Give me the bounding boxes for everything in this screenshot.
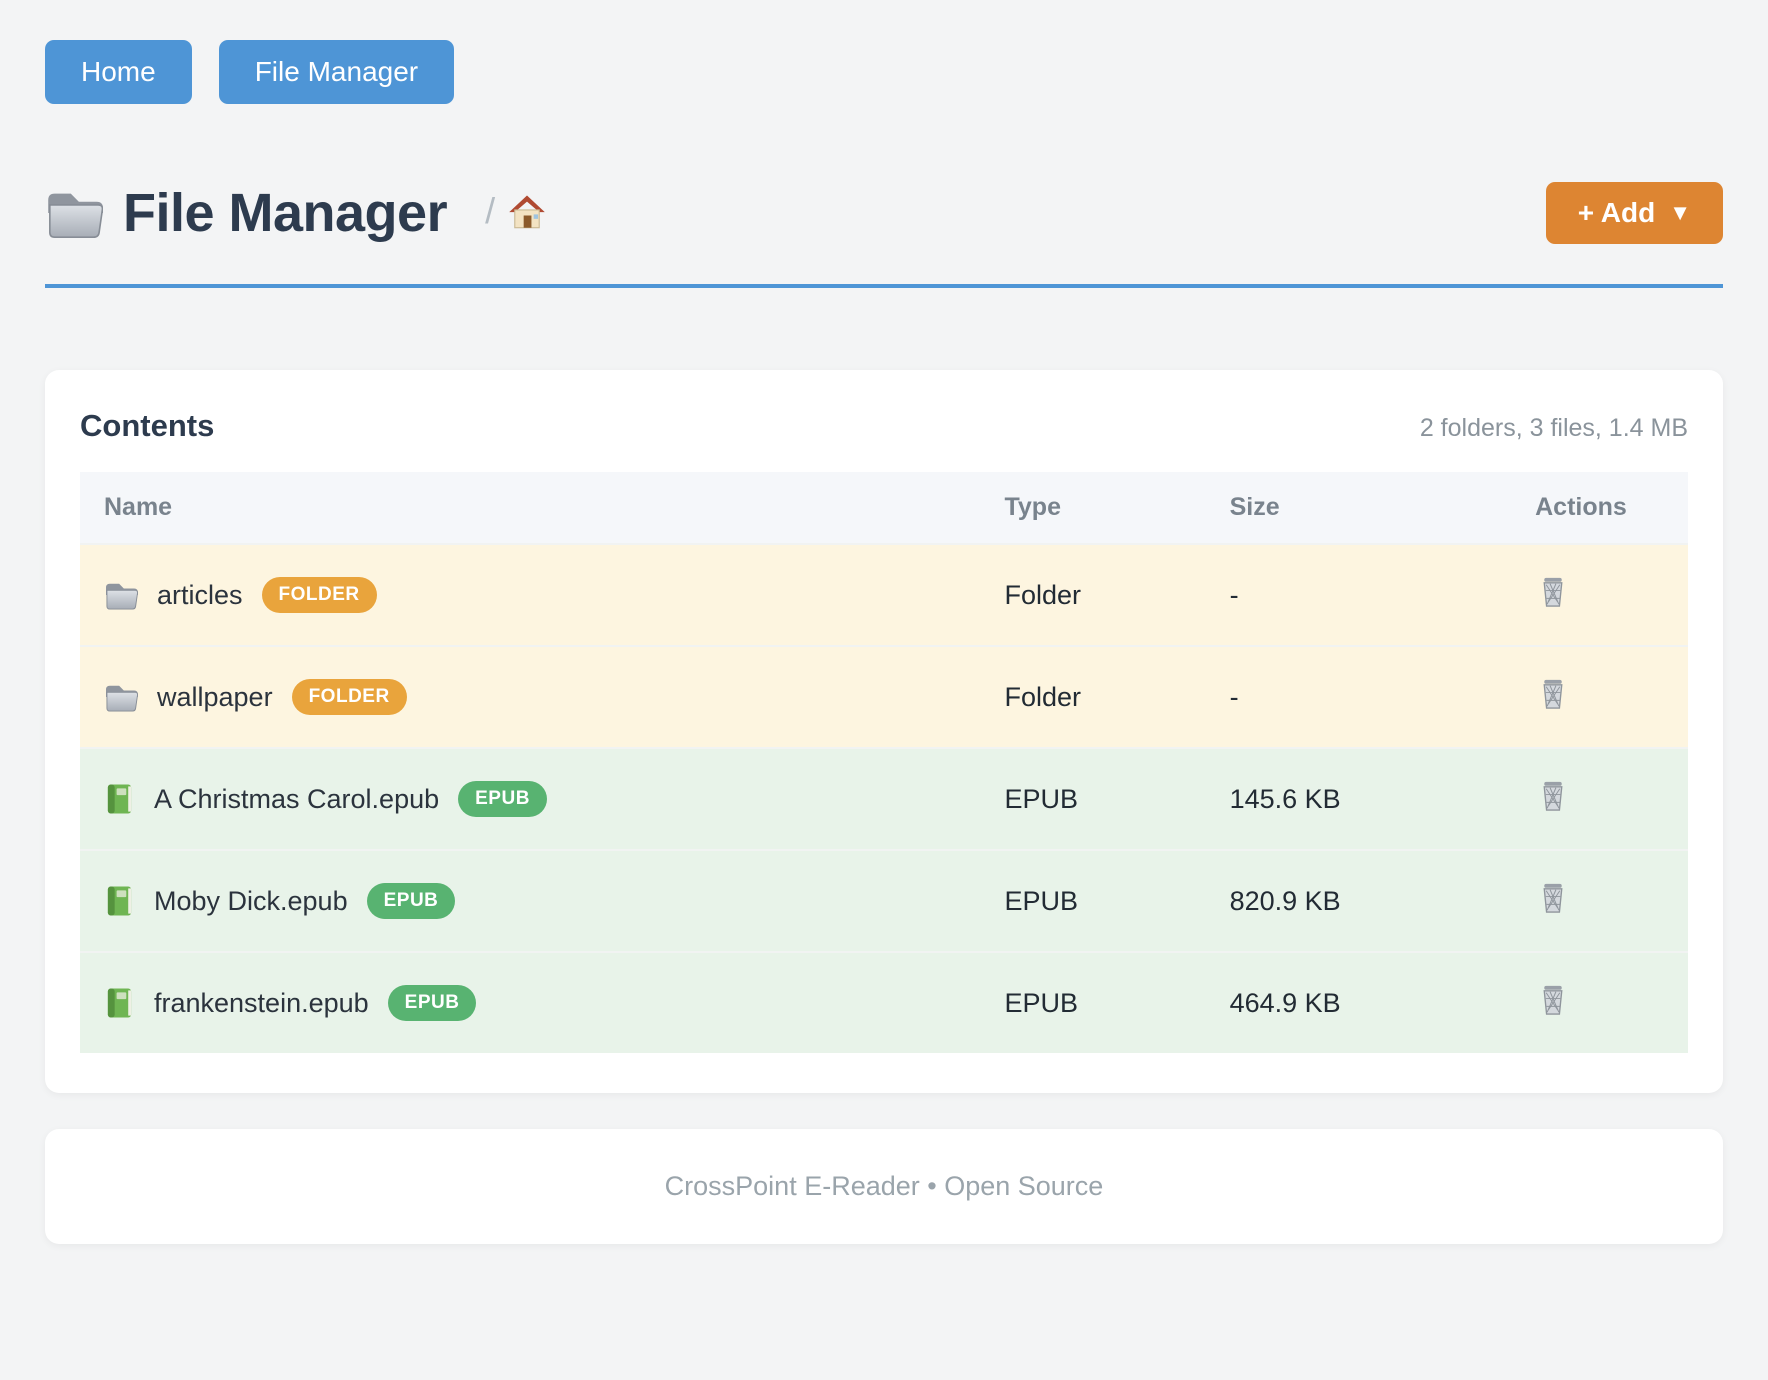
trash-icon [1537,881,1569,916]
home-nav-button[interactable]: Home [45,40,192,104]
epub-badge: EPUB [387,985,477,1022]
folder-icon [45,187,104,239]
epub-badge: EPUB [458,781,547,818]
breadcrumb-separator: / [485,190,496,232]
file-type: Folder [980,645,1206,749]
add-button-label: + Add [1577,196,1656,228]
column-header-actions: Actions [1511,472,1688,545]
epub-badge: EPUB [366,883,456,920]
file-type: EPUB [980,849,1206,953]
breadcrumb: / [485,192,547,233]
delete-button[interactable] [1535,981,1571,1020]
delete-button[interactable] [1535,573,1571,612]
folder-badge: FOLDER [291,679,407,716]
file-size: 820.9 KB [1205,849,1512,953]
table-header-row: Name Type Size Actions [80,472,1688,545]
table-row: articles FOLDER Folder - [80,543,1688,647]
table-row: Moby Dick.epub EPUB EPUB 820.9 KB [80,849,1688,953]
book-icon [104,884,135,918]
trash-icon [1537,983,1569,1018]
file-type: Folder [980,543,1206,647]
table-row: frankenstein.epub EPUB EPUB 464.9 KB [80,951,1688,1054]
file-name-link[interactable]: frankenstein.epub [154,987,369,1018]
footer-text: CrossPoint E-Reader • Open Source [664,1171,1104,1202]
top-navigation: Home File Manager [45,40,1723,104]
contents-card: Contents 2 folders, 3 files, 1.4 MB Name… [45,370,1723,1094]
column-header-size: Size [1205,472,1512,545]
book-icon [104,986,135,1020]
house-icon[interactable] [507,192,547,229]
file-size: 145.6 KB [1205,747,1512,851]
table-row: wallpaper FOLDER Folder - [80,645,1688,749]
file-manager-nav-button[interactable]: File Manager [218,40,455,104]
folder-icon [104,580,139,610]
trash-icon [1537,779,1569,814]
file-name-link[interactable]: Moby Dick.epub [154,885,348,916]
add-button[interactable]: + Add ▼ [1545,181,1723,245]
file-name-link[interactable]: A Christmas Carol.epub [154,783,440,814]
file-type: EPUB [980,951,1206,1054]
table-row: A Christmas Carol.epub EPUB EPUB 145.6 K… [80,747,1688,851]
page-header: File Manager / + Add ▼ [45,181,1723,245]
trash-icon [1537,677,1569,712]
file-name-link[interactable]: articles [157,579,243,610]
folder-badge: FOLDER [261,577,377,614]
column-header-name: Name [80,472,981,545]
contents-summary: 2 folders, 3 files, 1.4 MB [1419,414,1688,443]
page-title: File Manager [123,182,448,243]
folder-icon [104,682,139,712]
file-size: 464.9 KB [1205,951,1512,1054]
header-divider [45,284,1723,289]
column-header-type: Type [980,472,1206,545]
file-name-link[interactable]: wallpaper [157,681,273,712]
delete-button[interactable] [1535,675,1571,714]
file-table: Name Type Size Actions articles FOLDER F… [80,472,1688,1054]
file-type: EPUB [980,747,1206,851]
contents-heading: Contents [80,408,215,444]
footer: CrossPoint E-Reader • Open Source [45,1129,1723,1245]
file-size: - [1205,543,1512,647]
file-size: - [1205,645,1512,749]
delete-button[interactable] [1535,879,1571,918]
chevron-down-icon: ▼ [1669,199,1691,225]
trash-icon [1537,575,1569,610]
page: Home File Manager File Manager / + Add ▼… [45,40,1723,1245]
delete-button[interactable] [1535,777,1571,816]
book-icon [104,782,135,816]
